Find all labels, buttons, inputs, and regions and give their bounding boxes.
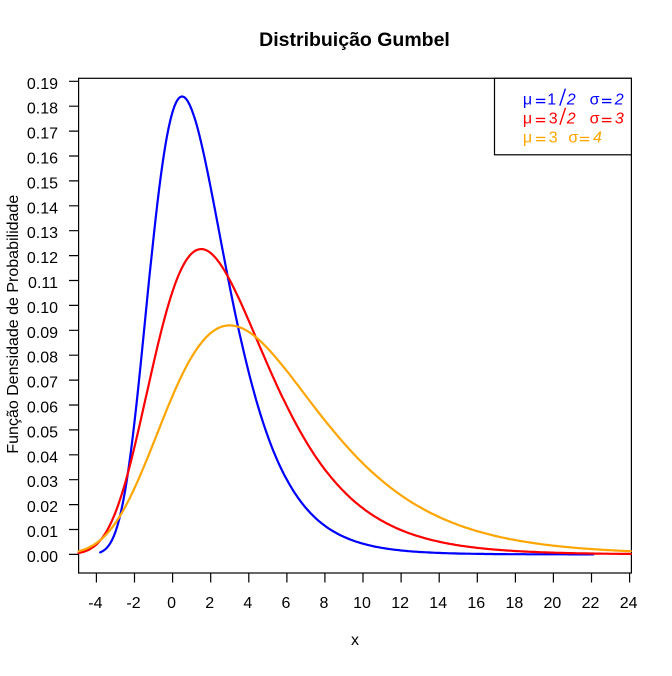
svg-text:0.07: 0.07	[27, 375, 58, 392]
svg-text:σ: σ	[568, 130, 578, 147]
svg-text:μ: μ	[523, 111, 532, 128]
svg-text:0.14: 0.14	[27, 200, 58, 217]
svg-text:0.00: 0.00	[27, 549, 58, 566]
svg-text:2: 2	[566, 111, 576, 128]
svg-text:0: 0	[167, 595, 176, 612]
svg-text:0.19: 0.19	[27, 76, 58, 93]
svg-text:-2: -2	[126, 595, 140, 612]
svg-text:3: 3	[549, 111, 558, 128]
svg-text:σ: σ	[590, 111, 600, 128]
svg-text:0.18: 0.18	[27, 101, 58, 118]
svg-text:x: x	[351, 632, 359, 649]
svg-text:10: 10	[353, 595, 371, 612]
svg-text:18: 18	[506, 595, 524, 612]
svg-text:0.15: 0.15	[27, 175, 58, 192]
svg-text:σ: σ	[590, 92, 600, 109]
svg-text:1: 1	[547, 92, 556, 109]
svg-text:0.11: 0.11	[28, 275, 58, 292]
svg-text:3: 3	[549, 130, 558, 147]
svg-text:0.04: 0.04	[27, 449, 58, 466]
svg-text:0.05: 0.05	[27, 424, 58, 441]
svg-text:-4: -4	[88, 595, 102, 612]
svg-text:2: 2	[614, 92, 624, 109]
svg-text:3: 3	[615, 111, 624, 128]
svg-text:0.01: 0.01	[27, 524, 58, 541]
svg-text:16: 16	[467, 595, 485, 612]
svg-text:0.12: 0.12	[27, 250, 58, 267]
svg-text:4: 4	[593, 130, 602, 147]
svg-text:0.03: 0.03	[27, 474, 58, 491]
svg-text:0.09: 0.09	[27, 325, 58, 342]
svg-text:2: 2	[205, 595, 214, 612]
svg-text:μ: μ	[523, 130, 532, 147]
svg-text:0.08: 0.08	[27, 350, 58, 367]
svg-text:0.17: 0.17	[27, 126, 58, 143]
svg-text:0.13: 0.13	[27, 225, 58, 242]
svg-text:6: 6	[281, 595, 290, 612]
svg-text:20: 20	[544, 595, 562, 612]
svg-text:0.10: 0.10	[27, 300, 58, 317]
svg-text:14: 14	[429, 595, 447, 612]
svg-text:12: 12	[391, 595, 409, 612]
svg-text:0.16: 0.16	[27, 151, 58, 168]
svg-text:4: 4	[243, 595, 252, 612]
svg-text:μ: μ	[523, 92, 532, 109]
svg-text:22: 22	[582, 595, 600, 612]
svg-text:24: 24	[620, 595, 638, 612]
svg-text:0.02: 0.02	[27, 499, 58, 516]
svg-text:2: 2	[566, 92, 576, 109]
svg-text:Distribuição Gumbel: Distribuição Gumbel	[259, 29, 450, 51]
svg-text:0.06: 0.06	[27, 400, 58, 417]
svg-text:8: 8	[319, 595, 328, 612]
svg-text:Função Densidade de Probabilid: Função Densidade de Probabilidade	[5, 195, 22, 454]
